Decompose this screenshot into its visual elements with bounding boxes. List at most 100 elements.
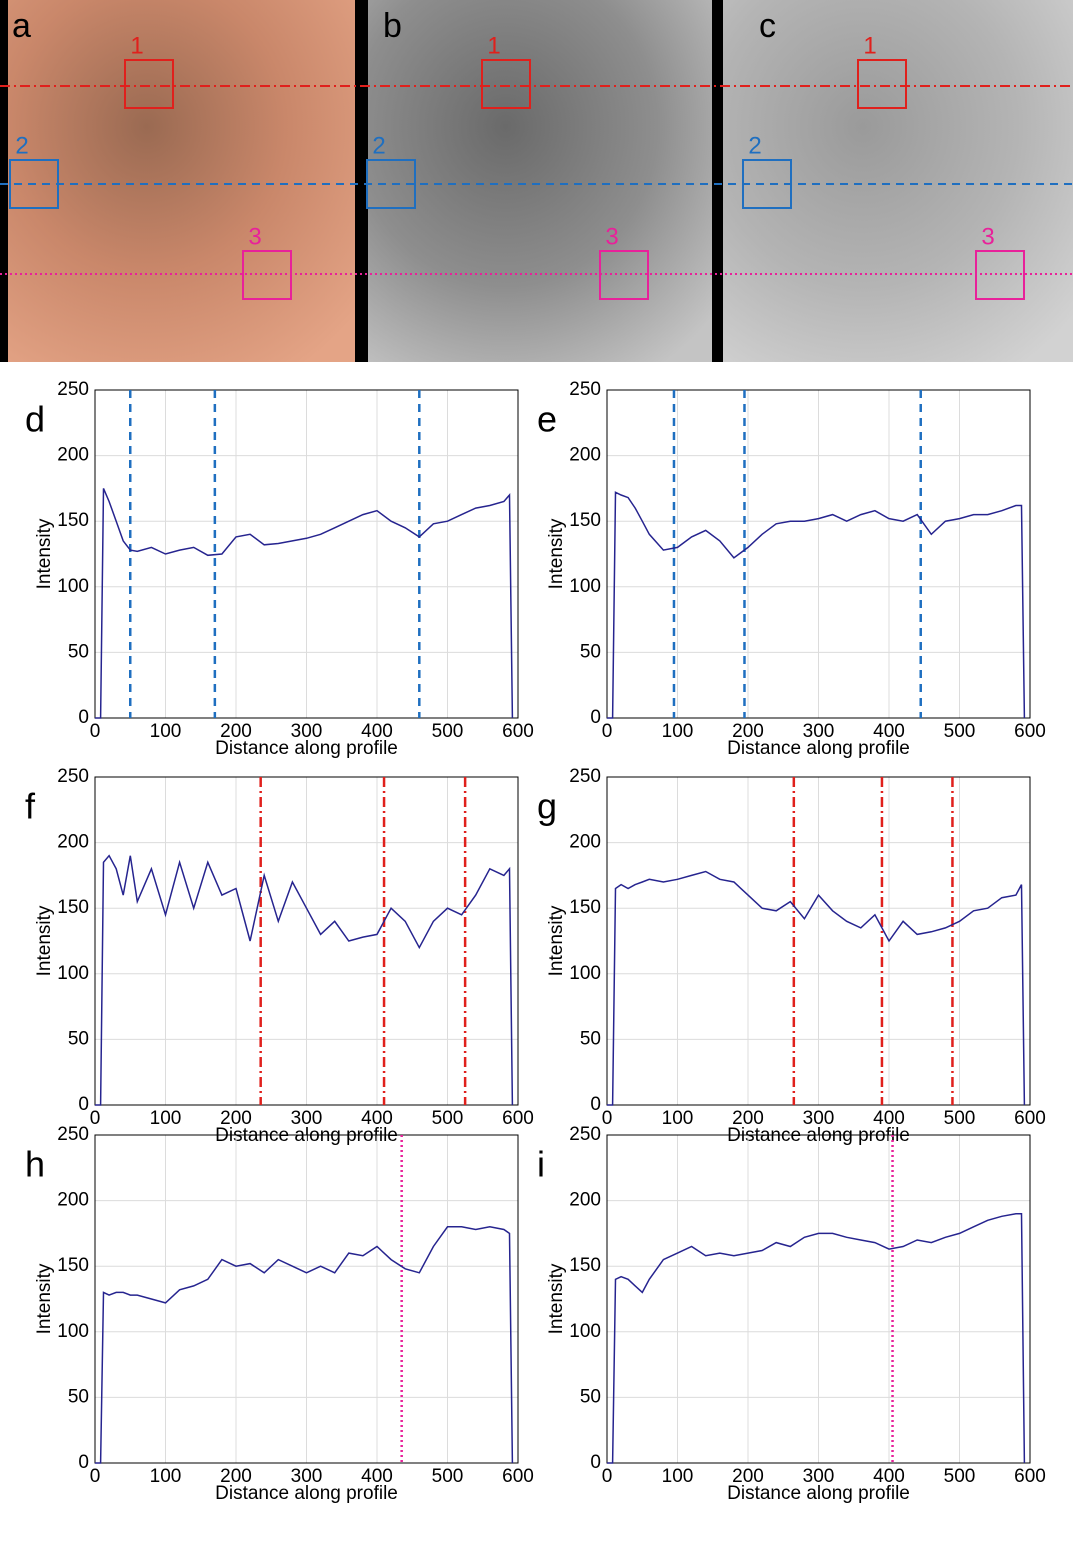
- x-tick-label: 300: [291, 721, 323, 742]
- x-tick-label: 500: [944, 1108, 976, 1129]
- roi-box: [857, 59, 907, 109]
- x-tick-label: 100: [150, 721, 182, 742]
- y-tick-label: 250: [57, 379, 89, 400]
- y-tick-label: 50: [68, 1386, 89, 1407]
- y-tick-label: 100: [57, 576, 89, 597]
- y-tick-label: 50: [580, 641, 601, 662]
- y-tick-label: 250: [569, 379, 601, 400]
- panel-label: i: [537, 1144, 545, 1185]
- y-axis-label: Intensity: [546, 1263, 567, 1334]
- x-tick-label: 600: [502, 1466, 534, 1487]
- plot-frame: [606, 389, 1031, 719]
- x-tick-label: 300: [291, 1108, 323, 1129]
- y-tick-label: 100: [569, 1321, 601, 1342]
- x-tick-label: 600: [502, 1108, 534, 1129]
- profile-line: [95, 1226, 514, 1464]
- roi-label: 2: [15, 132, 28, 159]
- roi-box: [366, 159, 416, 209]
- y-axis-label: Intensity: [34, 905, 55, 976]
- y-tick-label: 150: [569, 1255, 601, 1276]
- plot-frame: [606, 1134, 1031, 1464]
- x-tick-label: 100: [150, 1466, 182, 1487]
- roi-box: [742, 159, 792, 209]
- roi-label: 1: [863, 32, 876, 59]
- y-tick-label: 100: [569, 576, 601, 597]
- x-tick-label: 500: [432, 721, 464, 742]
- roi-box: [9, 159, 59, 209]
- photo: [8, 0, 355, 362]
- x-tick-label: 0: [90, 721, 101, 742]
- x-tick-label: 300: [803, 721, 835, 742]
- x-tick-label: 0: [90, 1108, 101, 1129]
- y-tick-label: 0: [590, 707, 601, 728]
- x-tick-label: 200: [220, 1108, 252, 1129]
- roi-box: [481, 59, 531, 109]
- panel-label: c: [759, 7, 776, 45]
- x-axis-label: Distance along profile: [727, 1483, 910, 1504]
- y-tick-label: 200: [569, 832, 601, 853]
- x-tick-label: 500: [432, 1108, 464, 1129]
- y-tick-label: 50: [68, 641, 89, 662]
- photo: [723, 0, 1073, 362]
- x-tick-label: 200: [732, 1108, 764, 1129]
- roi-box: [975, 250, 1025, 300]
- plot-frame: [94, 389, 519, 719]
- panel-label: e: [537, 399, 557, 440]
- plot-frame: [606, 776, 1031, 1106]
- roi-label: 1: [130, 32, 143, 59]
- y-axis-label: Intensity: [34, 518, 55, 589]
- profile-line: [607, 870, 1026, 1106]
- x-tick-label: 100: [662, 1466, 694, 1487]
- y-tick-label: 250: [57, 766, 89, 787]
- panel-label: a: [12, 7, 31, 45]
- x-tick-label: 200: [220, 721, 252, 742]
- x-axis-label: Distance along profile: [215, 738, 398, 759]
- x-axis-label: Distance along profile: [727, 738, 910, 759]
- y-tick-label: 150: [57, 897, 89, 918]
- roi-label: 2: [372, 132, 385, 159]
- x-tick-label: 500: [944, 721, 976, 742]
- roi-label: 3: [248, 223, 261, 250]
- roi-label: 1: [487, 32, 500, 59]
- x-axis-label: Distance along profile: [215, 1483, 398, 1504]
- x-tick-label: 600: [1014, 1108, 1046, 1129]
- x-tick-label: 500: [432, 1466, 464, 1487]
- x-tick-label: 300: [803, 1108, 835, 1129]
- y-tick-label: 0: [78, 1452, 89, 1473]
- x-tick-label: 300: [803, 1466, 835, 1487]
- x-tick-label: 100: [662, 721, 694, 742]
- profile-line: [607, 491, 1026, 719]
- profile-line: [95, 488, 514, 719]
- y-tick-label: 150: [57, 510, 89, 531]
- roi-label: 3: [981, 223, 994, 250]
- y-axis-label: Intensity: [546, 518, 567, 589]
- y-tick-label: 200: [569, 1190, 601, 1211]
- x-tick-label: 100: [662, 1108, 694, 1129]
- x-tick-label: 400: [361, 1108, 393, 1129]
- y-axis-label: Intensity: [546, 905, 567, 976]
- x-tick-label: 0: [602, 1466, 613, 1487]
- profile-line: [95, 854, 514, 1106]
- x-tick-label: 400: [361, 721, 393, 742]
- x-tick-label: 200: [220, 1466, 252, 1487]
- roi-label: 3: [605, 223, 618, 250]
- panel-label: h: [25, 1144, 45, 1185]
- panel-label: g: [537, 786, 557, 827]
- x-tick-label: 500: [944, 1466, 976, 1487]
- y-tick-label: 0: [590, 1452, 601, 1473]
- plot-frame: [94, 1134, 519, 1464]
- y-tick-label: 250: [569, 766, 601, 787]
- y-tick-label: 50: [580, 1028, 601, 1049]
- x-tick-label: 600: [1014, 721, 1046, 742]
- y-tick-label: 150: [57, 1255, 89, 1276]
- y-tick-label: 200: [57, 1190, 89, 1211]
- y-tick-label: 200: [57, 832, 89, 853]
- x-tick-label: 600: [502, 721, 534, 742]
- y-tick-label: 0: [78, 707, 89, 728]
- x-tick-label: 200: [732, 721, 764, 742]
- x-tick-label: 600: [1014, 1466, 1046, 1487]
- x-tick-label: 100: [150, 1108, 182, 1129]
- y-tick-label: 50: [580, 1386, 601, 1407]
- x-tick-label: 400: [361, 1466, 393, 1487]
